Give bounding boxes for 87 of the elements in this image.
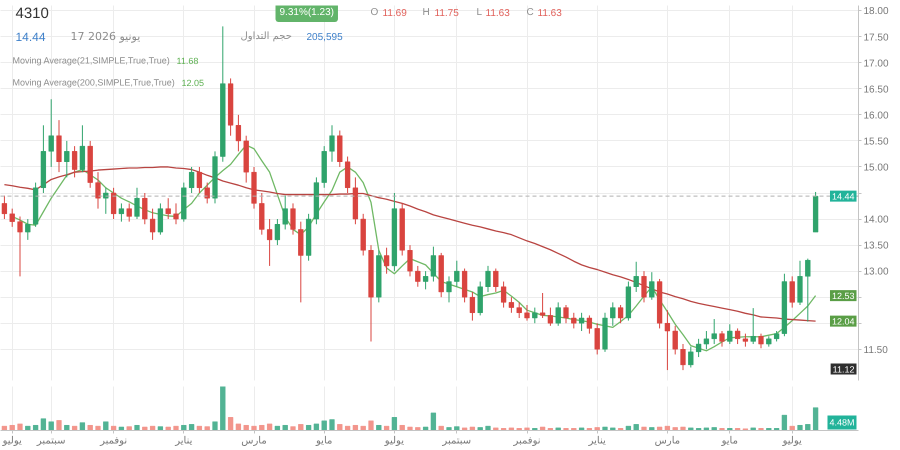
- x-tick-label: يناير: [174, 436, 193, 446]
- bar: [352, 424, 358, 430]
- bar: [656, 426, 662, 430]
- x-tick-label: مارس: [654, 436, 680, 446]
- bar: [556, 428, 561, 430]
- bar: [266, 424, 272, 430]
- bar: [48, 421, 54, 430]
- bar: [236, 424, 242, 430]
- bar: [196, 426, 202, 430]
- bar: [103, 421, 108, 430]
- bar: [126, 426, 132, 430]
- bar: [298, 424, 304, 430]
- bar: [40, 418, 46, 430]
- bar: [415, 427, 420, 430]
- bar: [10, 424, 15, 430]
- bar: [400, 424, 405, 430]
- bar: [672, 427, 678, 430]
- bar: [805, 424, 810, 430]
- bar: [634, 424, 639, 430]
- bar: [188, 424, 194, 430]
- bar: [72, 426, 78, 430]
- x-tick-label: مارس: [241, 436, 267, 446]
- bar: [142, 426, 148, 430]
- bar: [344, 426, 350, 430]
- bar: [181, 424, 186, 430]
- bar: [540, 426, 546, 430]
- bar: [274, 426, 280, 430]
- bar: [454, 426, 460, 430]
- x-tick-label: مايو: [315, 436, 332, 446]
- bar: [166, 426, 171, 430]
- annotation: 4.48M: [829, 418, 854, 428]
- bar: [32, 424, 38, 430]
- bar: [17, 424, 23, 430]
- x-tick-label: مايو: [720, 436, 738, 446]
- bar: [478, 427, 483, 430]
- bar: [470, 426, 476, 430]
- bar: [322, 420, 327, 430]
- bar: [80, 422, 86, 430]
- x-tick-label: يوليو: [782, 436, 802, 446]
- x-tick-label: يوليو: [2, 436, 22, 446]
- bar: [88, 424, 93, 430]
- bar: [282, 424, 288, 430]
- bar: [306, 424, 312, 430]
- bar: [220, 386, 226, 430]
- bar: [158, 426, 164, 430]
- bar: [664, 426, 670, 430]
- bar: [493, 428, 498, 430]
- bar: [782, 414, 788, 430]
- candlestick: [2, 195, 8, 220]
- bar: [329, 419, 335, 430]
- bar: [688, 428, 694, 430]
- bar: [392, 417, 398, 430]
- x-tick-label: نوفمبر: [512, 436, 541, 446]
- bar: [110, 426, 116, 430]
- bar: [384, 426, 390, 430]
- bar: [314, 424, 320, 430]
- bar: [422, 426, 428, 430]
- bar: [750, 428, 756, 430]
- x-tick-label: نوفمبر: [99, 436, 128, 446]
- bar: [228, 417, 234, 430]
- bar: [610, 428, 616, 430]
- bar: [2, 426, 8, 430]
- bar: [204, 426, 210, 430]
- bar: [337, 424, 342, 430]
- bar: [712, 427, 717, 430]
- bar: [649, 427, 654, 430]
- bar: [118, 426, 124, 430]
- bar: [594, 427, 600, 430]
- x-tick-label: يناير: [588, 436, 606, 446]
- x-tick-label: سبتمبر: [441, 436, 472, 446]
- bar: [790, 426, 795, 430]
- bar: [438, 426, 444, 430]
- bar: [56, 420, 62, 430]
- bar: [430, 412, 436, 430]
- x-tick-label: سبتمبر: [36, 436, 66, 446]
- bar: [290, 426, 296, 430]
- bar: [25, 426, 30, 430]
- bar: [376, 424, 382, 430]
- bar: [244, 424, 249, 430]
- bar: [626, 426, 632, 430]
- x-tick-label: يوليو: [384, 436, 404, 446]
- bar: [64, 424, 70, 430]
- bar: [259, 424, 264, 430]
- bar: [150, 426, 156, 430]
- bar: [360, 426, 366, 430]
- bar: [368, 420, 374, 430]
- bar: [812, 407, 818, 430]
